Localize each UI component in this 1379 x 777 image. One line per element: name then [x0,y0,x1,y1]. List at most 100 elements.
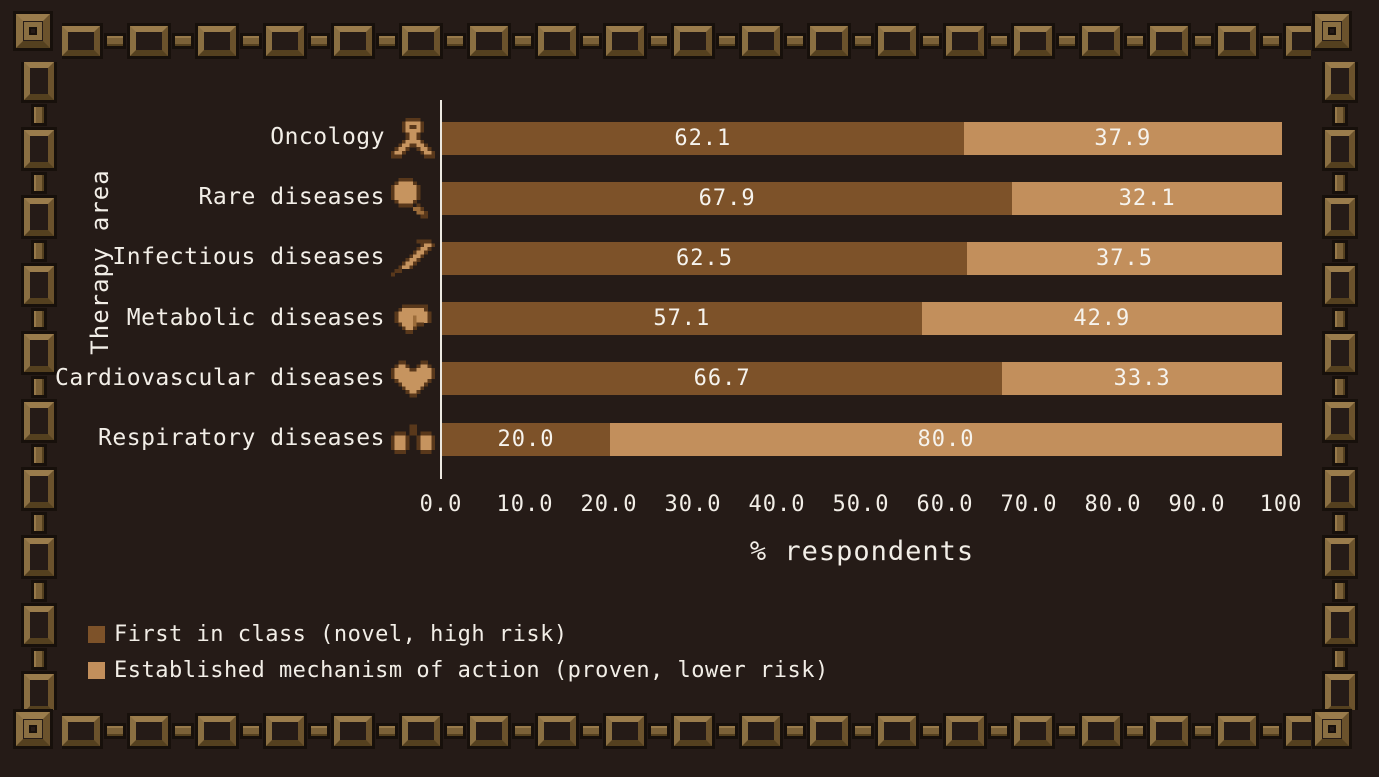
bar-value-label: 67.9 [698,185,756,211]
chain-link [402,26,440,56]
x-tick-label: 0.0 [419,492,463,517]
chain-connector [1335,515,1345,531]
x-tick-label: 40.0 [748,492,806,517]
chain-link [24,334,54,372]
chain-link [1286,26,1311,56]
chain-link [946,716,984,746]
chain-connector [379,36,395,46]
chain-connector [175,36,191,46]
chain-border-left [18,62,60,710]
chain-connector [923,36,939,46]
chain-connector [787,36,803,46]
legend-swatch-dark [88,626,105,643]
chain-connector [311,726,327,736]
chain-link [266,26,304,56]
chain-border-right [1319,62,1361,710]
chain-connector [1195,36,1211,46]
chain-link [24,674,54,710]
chain-link [24,606,54,644]
bar-value-label: 62.1 [674,125,732,151]
chain-corner-inner [1323,720,1341,738]
chain-corner-bottom-left [16,712,50,746]
chain-connector [243,726,259,736]
chain-link [606,26,644,56]
chain-connector [107,36,123,46]
legend-item-established-moa: Established mechanism of action (proven,… [88,658,829,683]
chain-link [742,26,780,56]
chain-link [1218,716,1256,746]
chain-link [946,26,984,56]
bar-value-label: 37.5 [1096,245,1153,271]
chain-connector [34,447,44,463]
chain-connector [34,515,44,531]
bar-segment [921,302,1282,336]
category-label: Cardiovascular diseases [55,364,385,391]
chain-link [674,26,712,56]
chain-connector [1263,36,1279,46]
chain-connector [34,651,44,667]
chain-border-bottom [62,710,1311,752]
category-label: Rare diseases [198,184,385,211]
heart-icon [391,357,436,401]
category-label: Infectious diseases [112,244,385,271]
chain-link [1325,130,1355,168]
chain-connector [1335,107,1345,123]
bar-segment [1002,362,1282,396]
chain-link [742,716,780,746]
legend-label: Established mechanism of action (proven,… [114,658,829,683]
bar-value-label: 20.0 [497,426,555,452]
chain-link [334,26,372,56]
chain-link [402,716,440,746]
chain-link [674,716,712,746]
chain-connector [651,726,667,736]
chain-link [198,26,236,56]
chain-corner-inner [24,720,42,738]
bar-segment [967,241,1282,275]
chain-connector [1335,447,1345,463]
bar-segment [610,422,1282,456]
chain-link [24,470,54,508]
chain-connector [1127,36,1143,46]
x-tick-label: 100 [1259,492,1303,517]
chain-connector [1127,726,1143,736]
chain-connector [583,36,599,46]
chain-link [62,26,100,56]
chain-link [470,26,508,56]
chain-connector [34,379,44,395]
chain-connector [1335,175,1345,191]
chain-corner-bottom-right [1315,712,1349,746]
chain-connector [1335,651,1345,667]
bar-segment [442,121,964,155]
chain-connector [719,726,735,736]
x-tick-label: 30.0 [664,492,722,517]
x-tick-label: 20.0 [580,492,638,517]
chain-connector [1195,726,1211,736]
chain-connector [34,243,44,259]
bar-value-label: 32.1 [1118,185,1176,211]
chain-link [810,26,848,56]
chain-connector [311,36,327,46]
chain-link [1325,538,1355,576]
bar-value-label: 62.5 [676,245,733,271]
chain-link [24,538,54,576]
chain-link [1325,606,1355,644]
x-tick-label: 50.0 [832,492,890,517]
chain-connector [34,107,44,123]
chain-connector [379,726,395,736]
chain-link [24,266,54,304]
chain-connector [515,726,531,736]
chain-connector [923,726,939,736]
bar-segment [442,241,967,275]
chain-link [1325,62,1355,100]
chain-connector [447,726,463,736]
chain-link [198,716,236,746]
syringe-icon [391,236,436,280]
y-axis-line [440,100,442,479]
chain-link [1082,26,1120,56]
chain-connector [34,311,44,327]
chain-connector [719,36,735,46]
bar-segment [963,121,1282,155]
chain-connector [1335,583,1345,599]
